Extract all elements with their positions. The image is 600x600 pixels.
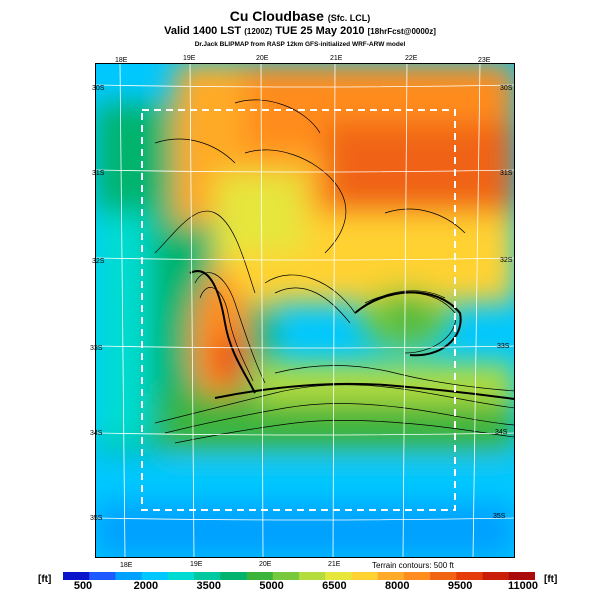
colorbar-swatch <box>482 572 510 580</box>
colorbar-unit-right: [ft] <box>544 574 558 585</box>
model-credit: Dr.Jack BLIPMAP from RASP 12km GFS-initi… <box>194 41 406 48</box>
lon-label: 21E <box>330 55 343 62</box>
lat-label: 35S <box>493 513 506 520</box>
lon-label: 18E <box>115 57 128 64</box>
lon-label: 19E <box>190 561 203 568</box>
lon-label: 20E <box>256 55 269 62</box>
lat-label: 32S <box>92 258 105 265</box>
terrain-note: Terrain contours: 500 ft <box>372 561 454 570</box>
lon-label: 18E <box>120 562 133 569</box>
colorbar-swatch <box>272 572 300 580</box>
colorbar-swatch <box>63 572 90 580</box>
colorbar-swatch <box>89 572 116 580</box>
colorbar-swatch <box>508 572 535 580</box>
valid-time: Valid 1400 LST (1200Z) TUE 25 May 2010 [… <box>164 25 436 37</box>
colorbar-swatch <box>430 572 457 580</box>
colorbar-tick-label: 9500 <box>447 580 473 592</box>
colorbar-tick-label: 11000 <box>508 580 538 592</box>
colorbar-tick-label: 5000 <box>259 580 284 592</box>
lat-label: 30S <box>92 85 105 92</box>
chart-title: Cu Cloudbase (Sfc. LCL) <box>229 8 371 24</box>
lon-label: 20E <box>259 561 272 568</box>
lat-label: 33S <box>90 345 103 352</box>
colorbar-tick-label: 500 <box>73 580 93 592</box>
cloudbase-map <box>95 63 515 558</box>
lat-label: 35S <box>90 515 103 522</box>
colorbar <box>63 572 535 580</box>
colorbar-tick-label: 8000 <box>385 580 410 592</box>
colorbar-swatch <box>141 572 169 580</box>
lat-label: 32S <box>500 257 513 264</box>
colorbar-swatch <box>194 572 221 580</box>
lon-label: 22E <box>405 55 418 62</box>
lat-label: 34S <box>495 429 508 436</box>
lat-label: 30S <box>500 85 513 92</box>
lon-label: 23E <box>478 57 491 64</box>
colorbar-swatch <box>246 572 274 580</box>
colorbar-swatch <box>325 572 352 580</box>
colorbar-swatch <box>115 572 143 580</box>
colorbar-swatch <box>377 572 405 580</box>
colorbar-swatch <box>299 572 326 580</box>
lat-label: 34S <box>90 430 103 437</box>
colorbar-tick-label: 6500 <box>322 580 347 592</box>
colorbar-swatch <box>456 572 484 580</box>
colorbar-swatch <box>167 572 195 580</box>
colorbar-tick-label: 2000 <box>133 580 159 592</box>
colorbar-swatch <box>403 572 431 580</box>
lat-label: 31S <box>92 170 105 177</box>
lon-label: 19E <box>183 55 196 62</box>
colorbar-unit-left: [ft] <box>38 574 52 585</box>
lat-label: 33S <box>497 343 510 350</box>
colorbar-ticks: 500 2000 3500 5000 6500 8000 9500 11000 <box>63 580 538 594</box>
lat-label: 31S <box>500 170 513 177</box>
colorbar-swatch <box>220 572 248 580</box>
colorbar-swatch <box>351 572 379 580</box>
lon-label: 21E <box>328 561 341 568</box>
colorbar-tick-label: 3500 <box>196 580 221 592</box>
